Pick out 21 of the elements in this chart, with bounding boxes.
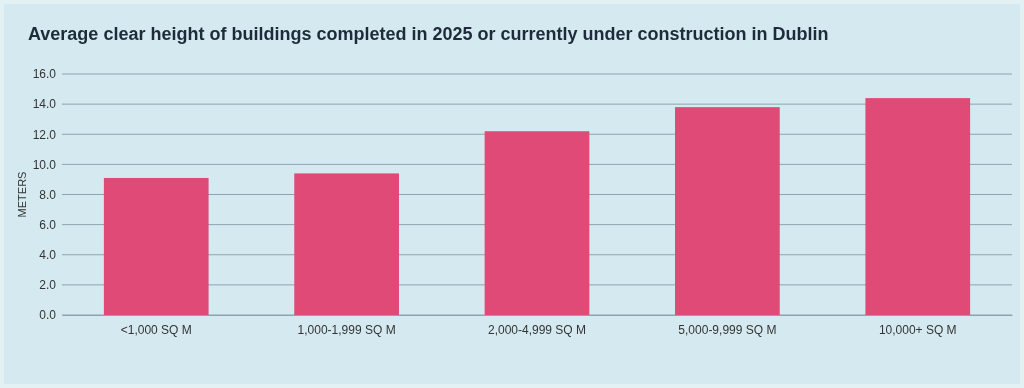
y-tick-label: 6.0 [39,217,57,232]
x-tick-label: 2,000-4,999 SQ M [487,322,587,337]
bar [675,107,780,315]
y-tick-label: 12.0 [32,127,57,142]
y-axis-title: METERS [16,171,28,218]
bar [103,177,209,315]
x-tick-label: <1,000 SQ M [120,322,192,337]
x-tick-label: 5,000-9,999 SQ M [678,322,777,337]
y-tick-label: 2.0 [39,278,57,293]
bar [484,131,590,315]
bar [865,98,971,315]
bar [294,173,399,315]
x-tick-label: 10,000+ SQ M [878,322,957,337]
y-tick-label: 16.0 [32,67,57,82]
y-tick-label: 0.0 [39,308,57,323]
y-tick-label: 10.0 [32,157,57,172]
x-tick-label: 1,000-1,999 SQ M [297,322,396,337]
chart-title: Average clear height of buildings completed in 2025 or currently under construction in Dublin [28,24,829,44]
y-tick-label: 14.0 [32,97,57,112]
y-tick-label: 4.0 [39,248,57,263]
y-tick-label: 8.0 [39,187,57,202]
